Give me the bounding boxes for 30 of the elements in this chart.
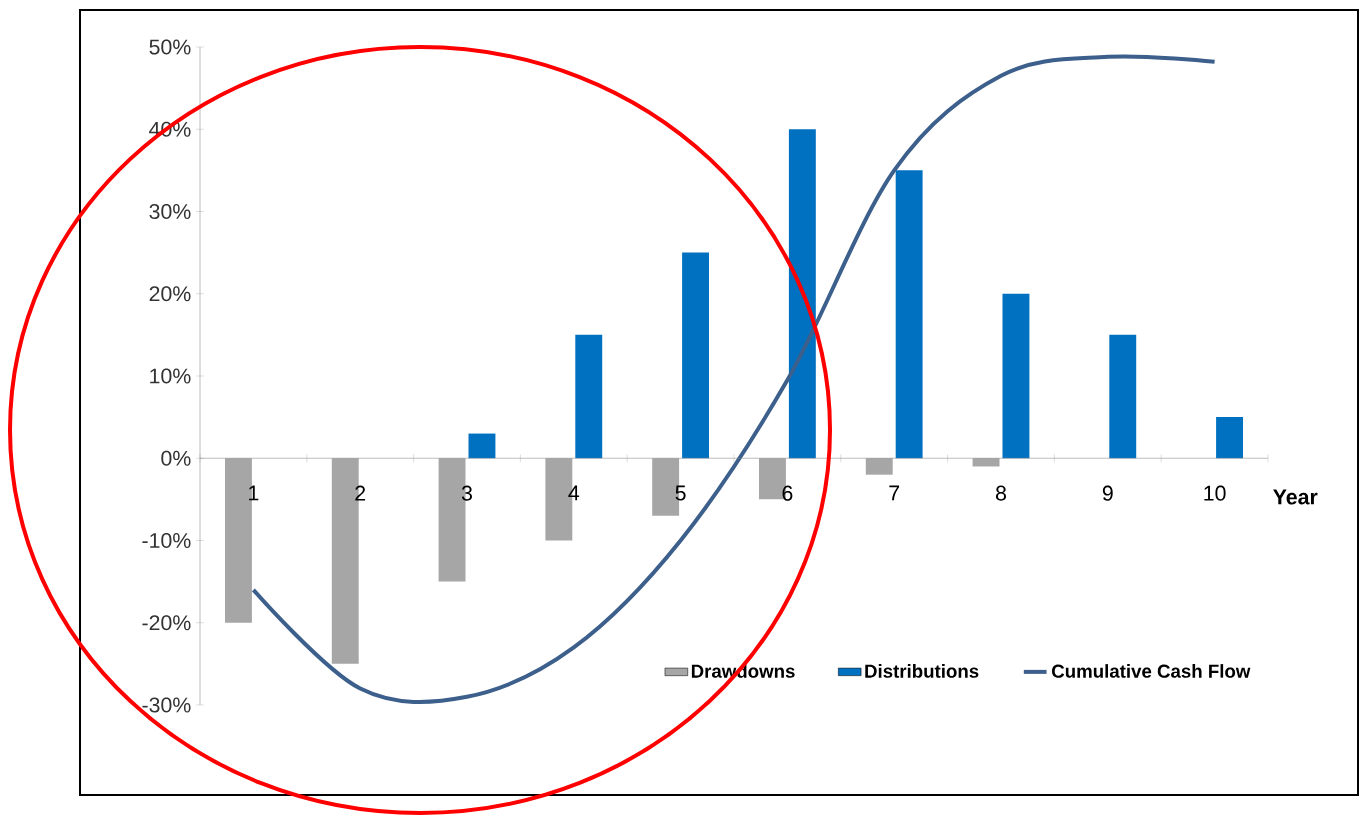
y-tick-label: -10% <box>142 532 191 549</box>
x-axis-title: Year <box>1273 489 1318 505</box>
legend-label: Cumulative Cash Flow <box>1052 664 1251 678</box>
y-tick-label: -30% <box>142 697 191 713</box>
x-tick-label: 1 <box>249 485 259 501</box>
x-tick-label: 10 <box>1204 485 1226 501</box>
bar <box>1109 334 1137 459</box>
bar <box>1002 293 1030 459</box>
bar <box>895 170 923 459</box>
bar <box>575 334 603 459</box>
x-tick-label: 8 <box>995 485 1006 501</box>
x-tick-label: 7 <box>889 485 900 501</box>
y-tick-label: -20% <box>142 615 191 631</box>
bar <box>865 458 893 475</box>
x-tick-label: 5 <box>675 485 686 501</box>
x-tick-label: 2 <box>355 485 366 501</box>
x-tick-label: 4 <box>568 485 580 501</box>
y-tick-label: 10% <box>150 368 191 384</box>
bar <box>788 129 816 459</box>
y-tick-label: 0% <box>161 450 191 466</box>
x-tick-label: 9 <box>1102 485 1113 501</box>
bar <box>682 252 710 459</box>
y-tick-label: 50% <box>149 39 191 55</box>
x-tick-label: 6 <box>782 485 793 501</box>
x-tick-label: 3 <box>461 485 472 501</box>
y-tick-label: 20% <box>149 286 191 302</box>
bar <box>1216 417 1244 459</box>
y-tick-label: 30% <box>149 203 191 220</box>
legend-label: Distributions <box>865 664 979 678</box>
bar <box>468 433 496 459</box>
